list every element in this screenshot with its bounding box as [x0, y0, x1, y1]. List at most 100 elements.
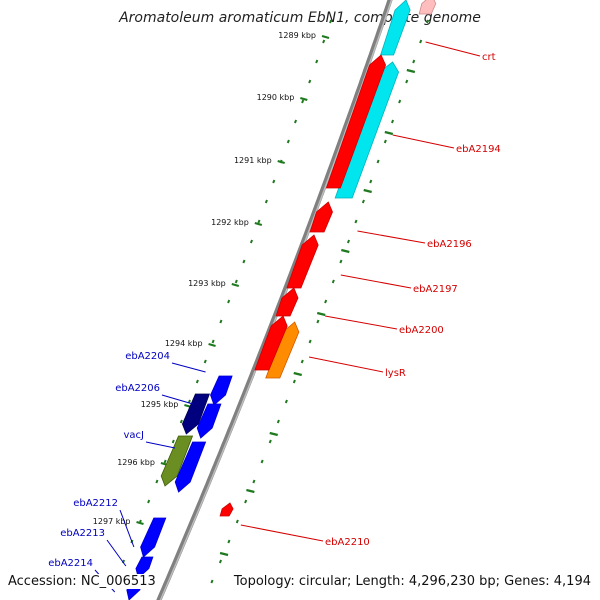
- label-leader: [425, 41, 481, 57]
- inner-tick-dot: [203, 359, 207, 364]
- inner-tick-dot: [195, 379, 199, 384]
- map-title: Aromatoleum aromaticum EbN1, complete ge…: [119, 10, 481, 26]
- label-leader: [145, 441, 176, 449]
- gene-label[interactable]: ebA2210: [325, 537, 370, 548]
- label-leader: [240, 524, 324, 542]
- outer-tick-dot: [308, 339, 312, 344]
- gene-features[interactable]: [126, 0, 437, 600]
- backbone-arc: [156, 0, 393, 600]
- outer-tick-dot: [284, 399, 288, 404]
- kbp-tick-label: 1293 kbp: [188, 279, 226, 288]
- gene-reverse[interactable]: [135, 556, 154, 579]
- gene-label[interactable]: ebA2212: [73, 498, 118, 509]
- outer-tick-dot: [426, 19, 430, 24]
- major-tick: [254, 221, 263, 227]
- outer-major-tick: [363, 188, 372, 194]
- outer-tick-dot: [361, 199, 365, 204]
- inner-tick-dot: [155, 479, 159, 484]
- gene-reverse[interactable]: [181, 393, 210, 435]
- outer-major-tick: [316, 311, 326, 317]
- inner-tick-dot: [219, 319, 223, 324]
- gene-reverse[interactable]: [160, 435, 194, 487]
- outer-tick-dot: [390, 119, 395, 124]
- outer-tick-dot: [324, 299, 328, 304]
- kbp-tick-label: 1292 kbp: [211, 218, 249, 227]
- major-tick: [300, 96, 308, 102]
- inner-tick-dot: [211, 339, 215, 344]
- inner-tick-dot: [293, 119, 298, 124]
- label-leader: [106, 539, 127, 567]
- inner-tick-dot: [308, 79, 312, 84]
- outer-tick-dot: [300, 359, 304, 364]
- label-leader: [324, 315, 398, 330]
- gene-forward[interactable]: [380, 0, 411, 56]
- outer-tick-dot: [316, 319, 320, 324]
- gene-forward[interactable]: [219, 502, 234, 517]
- outer-tick-dot: [369, 179, 373, 184]
- kbp-tick-label: 1289 kbp: [278, 31, 316, 40]
- label-leader: [392, 134, 455, 149]
- outer-tick-dot: [419, 39, 423, 44]
- inner-tick-dot: [147, 499, 151, 504]
- outer-tick-dot: [331, 279, 335, 284]
- kbp-tick-label: 1295 kbp: [141, 400, 179, 409]
- outer-tick-dot: [268, 439, 272, 444]
- gene-label[interactable]: ebA2206: [115, 383, 160, 394]
- gene-label[interactable]: ebA2194: [456, 144, 501, 155]
- major-tick: [231, 282, 240, 288]
- gene-label[interactable]: lysR: [385, 368, 406, 379]
- inner-tick-dot: [257, 219, 261, 224]
- inner-tick-dot: [315, 59, 319, 64]
- gene-label[interactable]: vacJ: [124, 430, 145, 441]
- inner-tick-dot: [322, 39, 326, 44]
- gene-label[interactable]: crt: [482, 52, 496, 63]
- inner-tick-dot: [329, 19, 333, 24]
- major-tick: [321, 34, 330, 40]
- kbp-tick-label: 1296 kbp: [117, 458, 155, 467]
- outer-tick-dot: [405, 79, 409, 84]
- inner-tick-dot: [286, 139, 290, 144]
- genome-summary: Topology: circular; Length: 4,296,230 bp…: [233, 574, 591, 589]
- gene-label[interactable]: ebA2214: [48, 558, 93, 569]
- outer-major-tick: [219, 551, 229, 557]
- gene-label[interactable]: ebA2204: [125, 351, 170, 362]
- outer-tick-dot: [227, 539, 231, 544]
- inner-tick-dot: [272, 179, 276, 184]
- kbp-tick-label: 1297 kbp: [93, 517, 131, 526]
- outer-major-tick: [384, 130, 394, 136]
- inner-tick-dot: [163, 459, 167, 464]
- gene-label[interactable]: ebA2213: [60, 528, 105, 539]
- outer-tick-dot: [218, 559, 223, 564]
- outer-tick-dot: [412, 59, 416, 64]
- outer-major-tick: [406, 68, 416, 74]
- gene-labels: crt ebA2194 ebA2196 ebA2197 ebA2200 lysR ebA22…: [48, 41, 501, 593]
- outer-tick-dot: [260, 459, 264, 464]
- gene-label[interactable]: ebA2197: [413, 284, 458, 295]
- outer-tick-dot: [292, 379, 296, 384]
- kbp-tick-label: 1290 kbp: [257, 93, 295, 102]
- major-tick: [277, 159, 285, 165]
- inner-tick-dot: [171, 439, 175, 444]
- outer-tick-dot: [354, 219, 358, 224]
- gene-forward[interactable]: [325, 54, 387, 189]
- inner-tick-dot: [242, 259, 246, 264]
- gene-label[interactable]: ebA2196: [427, 239, 472, 250]
- scale-ticks: 1289 kbp 1290 kbp 1291 kbp 1292 kbp 1293 kbp…: [69, 19, 430, 584]
- outer-major-tick: [269, 431, 278, 437]
- label-leader: [161, 394, 193, 405]
- outer-major-tick: [341, 248, 350, 254]
- gene-reverse[interactable]: [174, 441, 207, 493]
- outer-tick-dot: [398, 99, 402, 104]
- gene-reverse[interactable]: [210, 375, 233, 406]
- inner-tick-dot: [179, 419, 183, 424]
- accession-text: Accession: NC_006513: [8, 574, 156, 589]
- gene-forward[interactable]: [418, 0, 437, 15]
- gene-reverse[interactable]: [140, 517, 167, 558]
- inner-tick-dot: [301, 99, 305, 104]
- gene-forward[interactable]: [254, 315, 288, 371]
- gene-label[interactable]: ebA2200: [399, 325, 444, 336]
- gene-reverse[interactable]: [196, 403, 222, 439]
- inner-tick-dot: [234, 279, 238, 284]
- gene-forward[interactable]: [309, 201, 333, 233]
